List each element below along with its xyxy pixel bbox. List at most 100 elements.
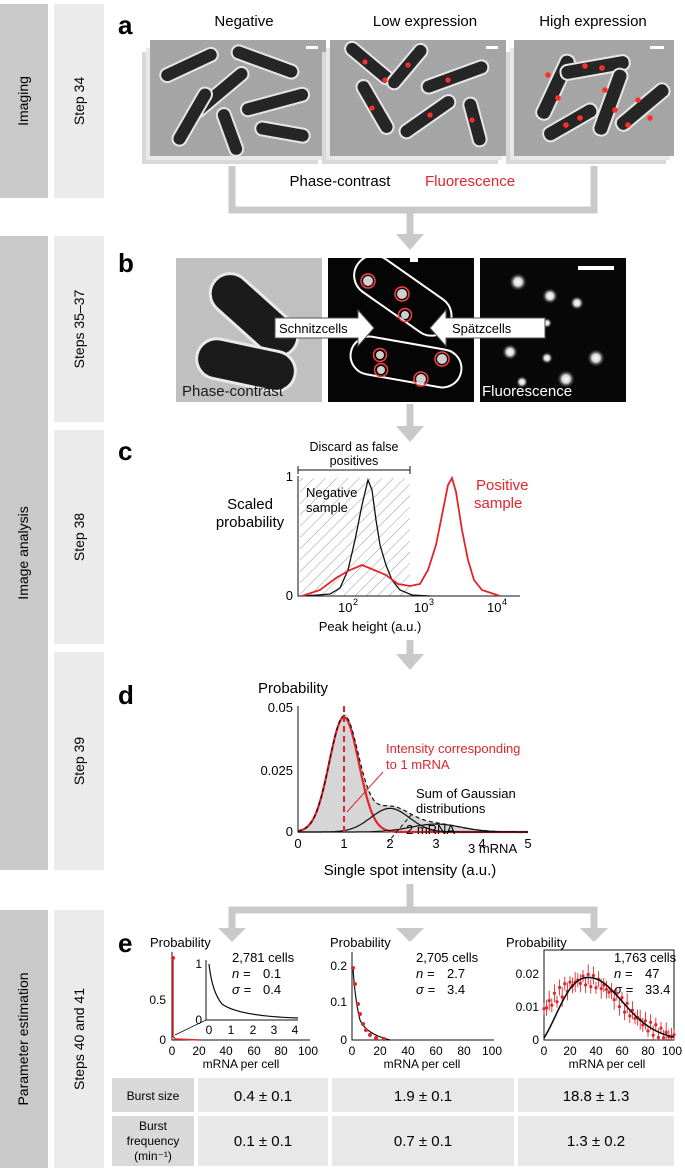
d-annot-red-1: Intensity corresponding: [386, 741, 520, 756]
e3-point: [599, 987, 603, 991]
e2-xtick-40: 40: [401, 1044, 415, 1058]
e1-point: [171, 956, 175, 960]
cell-burst-frequency-1: [198, 1116, 328, 1166]
image-stack-low: [322, 40, 506, 164]
c-series-positive: [301, 475, 501, 597]
e2-ytick-0: 0: [340, 1033, 347, 1047]
arrow-d-e3: [580, 928, 608, 942]
e2-n-sym: n =: [416, 966, 435, 981]
e3-point: [555, 1000, 559, 1004]
panel-b-letter: b: [118, 248, 134, 278]
connector-d-e: [228, 884, 598, 930]
arrow-d-e1: [218, 928, 246, 942]
panel-d-letter: d: [118, 680, 134, 710]
e3-point: [568, 980, 572, 984]
c-pos-label-2: sample: [474, 495, 522, 512]
d-gaussian-sum: [297, 714, 528, 833]
label-imaging: Imaging: [15, 76, 31, 126]
e1-sigma-line: σ = 0.4: [232, 982, 281, 997]
step-34: Step 34: [71, 77, 87, 125]
step-bar-39: [54, 652, 104, 870]
e1-n: 0.1: [263, 966, 281, 981]
col-title-negative: Negative: [214, 13, 273, 30]
e2-xtick-60: 60: [429, 1044, 443, 1058]
label-phase-contrast-b: Phase-contrast: [182, 383, 284, 400]
e3-point: [623, 1010, 627, 1014]
e3-point: [589, 984, 593, 989]
e2-sigma-sym: σ =: [416, 982, 435, 997]
e2-xticks: 0 20 40 60 80 100: [349, 1044, 503, 1058]
e3-point: [578, 981, 583, 985]
label-schnitzcells: Schnitzcells: [279, 321, 348, 336]
e3-n-sym: n =: [614, 966, 633, 981]
cell-burst-frequency-2: [332, 1116, 514, 1166]
c-neg-label-1: Negative: [306, 485, 357, 500]
e2-n: 2.7: [447, 966, 465, 981]
d-xticks: 0 1 2 3 4 5: [294, 836, 531, 851]
cell-burst-size-2: [332, 1078, 514, 1112]
e1-xlabel: mRNA per cell: [203, 1057, 280, 1071]
label-parameter-estimation: Parameter estimation: [15, 972, 31, 1105]
e3-point: [591, 973, 596, 978]
e2-xtick-0: 0: [349, 1044, 356, 1058]
e2-xtick-20: 20: [373, 1044, 387, 1058]
e3-point: [586, 972, 590, 977]
e3-point: [545, 1006, 549, 1010]
e3-point: [643, 1019, 648, 1023]
row-label-burst-size: Burst size: [127, 1089, 180, 1103]
e3-sigma-line: σ = 33.4: [614, 982, 670, 997]
e3-xtick-100: 100: [662, 1044, 682, 1058]
arrow-b-c: [396, 426, 424, 442]
c-neg-label-2: sample: [306, 500, 348, 515]
e3-xtick-40: 40: [589, 1044, 603, 1058]
e3-cells: 1,763 cells: [614, 950, 677, 965]
e3-xtick-20: 20: [563, 1044, 577, 1058]
e3-xtick-0: 0: [541, 1044, 548, 1058]
cell-burst-size-3: [518, 1078, 674, 1112]
c-xlabel: Peak height (a.u.): [319, 619, 422, 634]
e1-cells: 2,781 cells: [232, 950, 295, 965]
row-label-burst-frequency: Burst frequency (min⁻¹): [127, 1119, 180, 1163]
c-xtick-2-base: 10: [414, 600, 428, 615]
e1-inset-xtick-2: 2: [250, 1023, 257, 1037]
e3-ylabel: Probability: [506, 935, 567, 950]
e3-axes: [543, 949, 675, 1041]
step-39: Step 39: [71, 737, 87, 785]
step-bar-34: [54, 4, 104, 198]
burst-size-3: 18.8 ± 1.3: [563, 1088, 630, 1105]
col-title-low: Low expression: [373, 13, 477, 30]
e2-xtick-100: 100: [482, 1044, 502, 1058]
e1-inset-axes: [205, 960, 298, 1021]
e1-inset-xticks: 0 1 2 3 4: [206, 1023, 299, 1037]
d-ylabel: Probability: [258, 680, 329, 697]
e1-n-line: n = 0.1: [232, 966, 281, 981]
discard-line1: Discard as false: [310, 440, 399, 454]
d-xtick-3: 3: [432, 836, 439, 851]
e3-xticks: 0 20 40 60 80 100: [541, 1044, 683, 1058]
e1-inset-xtick-0: 0: [206, 1023, 213, 1037]
e3-point: [607, 990, 611, 994]
arrow-a-b: [396, 234, 424, 250]
image-stack-negative: [142, 40, 326, 164]
e3-xtick-80: 80: [641, 1044, 655, 1058]
e3-point: [612, 998, 616, 1002]
e3-point: [651, 1033, 655, 1037]
d-xlabel: Single spot intensity (a.u.): [324, 862, 497, 879]
e3-point: [550, 1003, 554, 1007]
e3-point: [604, 987, 609, 992]
e1-ylabel: Probability: [150, 935, 211, 950]
e1-xticks: 0 20 40 60 80 100: [169, 1044, 319, 1058]
d-annot-red-2: to 1 mRNA: [386, 757, 450, 772]
e3-ytick-0: 0: [532, 1033, 539, 1047]
e2-sigma: 3.4: [447, 982, 465, 997]
d-xtick-1: 1: [340, 836, 347, 851]
cell-burst-frequency-3: [518, 1116, 674, 1166]
label-phase-contrast-a: Phase-contrast: [290, 173, 392, 190]
e3-sigma: 33.4: [645, 982, 670, 997]
d-ytick-005: 0.05: [268, 700, 293, 715]
side-bar-parameter-estimation: [0, 910, 48, 1168]
d-xtick-0: 0: [294, 836, 301, 851]
c-axes: [297, 476, 520, 597]
c-xtick-1: 10 2: [338, 597, 358, 615]
e1-inset-connector: [174, 1019, 207, 1036]
